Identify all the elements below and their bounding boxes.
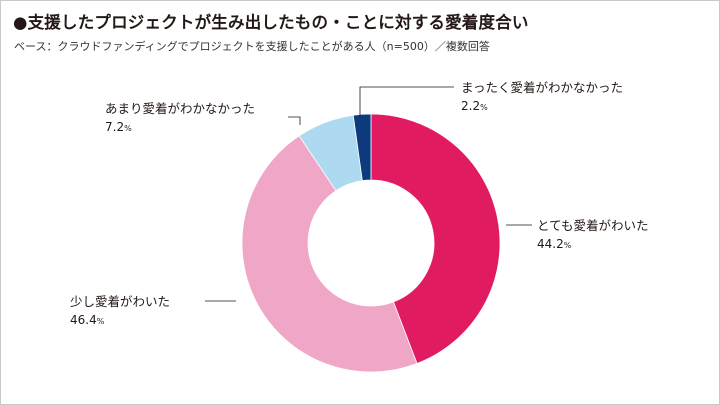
slice-label-4: まったく愛着がわかなかった <box>461 80 623 95</box>
slice-label-3: あまり愛着がわかなかった <box>105 101 255 116</box>
labels-group: とても愛着がわいた 44.2% 少し愛着がわいた 46.4% あまり愛着がわかなかった 7… <box>70 80 649 327</box>
slices-group <box>241 113 501 373</box>
chart-title: ●支援したプロジェクトが生み出したもの・ことに対する愛着度合い <box>13 13 529 32</box>
slice-4 <box>352 113 372 182</box>
leader-line-4 <box>359 86 454 116</box>
slice-label-2: 少し愛着がわいた <box>70 294 170 309</box>
leader-lines-group <box>205 86 532 302</box>
slice-label-1: とても愛着がわいた <box>537 218 649 233</box>
slice-1 <box>370 113 501 365</box>
slice-value-3: 7.2% <box>105 120 132 134</box>
slice-value-1: 44.2% <box>537 237 572 251</box>
slice-2 <box>241 135 418 373</box>
slice-value-4: 2.2% <box>461 99 488 113</box>
slice-value-2: 46.4% <box>70 313 105 327</box>
chart-subtitle: ベース：クラウドファンディングでプロジェクトを支援したことがある人（n=500）… <box>14 40 490 53</box>
leader-line-3 <box>288 116 301 125</box>
